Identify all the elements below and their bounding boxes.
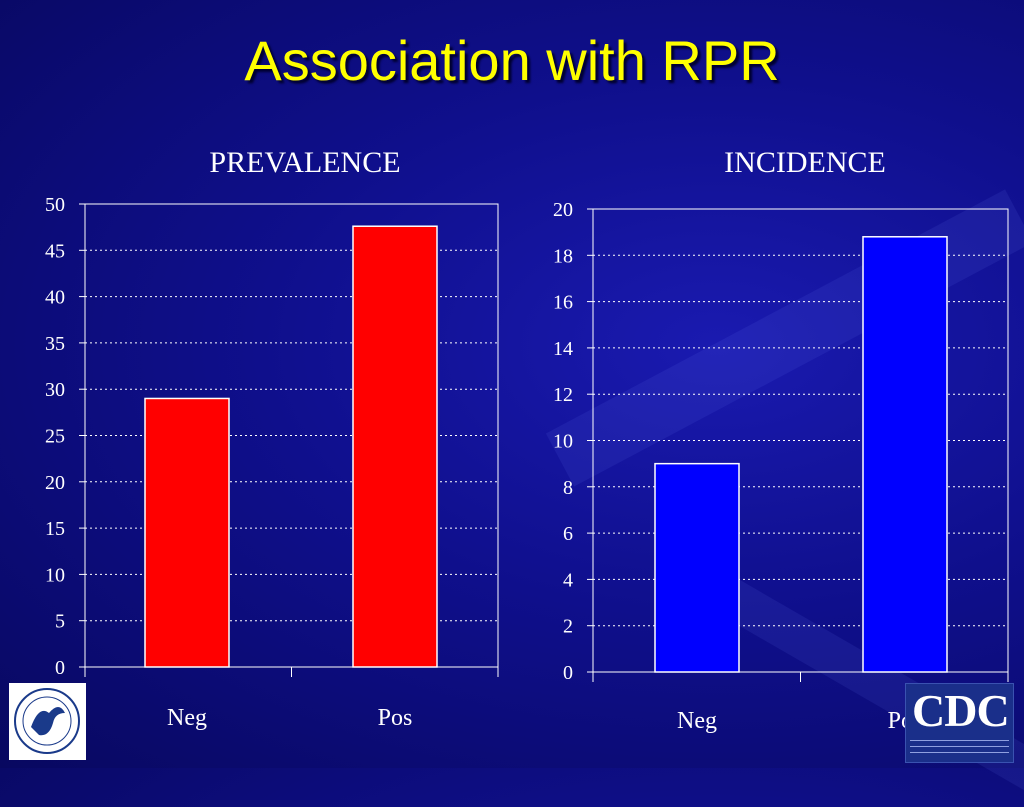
- incidence-y-tick-label: 20: [553, 199, 573, 221]
- incidence-y-tick-label: 16: [553, 292, 573, 314]
- prevalence-y-tick-label: 40: [45, 287, 65, 309]
- hhs-eagle-icon: [14, 688, 80, 754]
- prevalence-y-tick-label: 20: [45, 472, 65, 494]
- prevalence-category-label: Neg: [167, 705, 207, 731]
- prevalence-y-tick-label: 5: [55, 611, 65, 633]
- incidence-y-tick-label: 6: [563, 523, 573, 545]
- incidence-bar-pos: [862, 236, 948, 673]
- prevalence-y-tick-label: 10: [45, 564, 65, 586]
- cdc-logo: CDC: [905, 683, 1014, 763]
- prevalence-y-tick-label: 25: [45, 426, 65, 448]
- incidence-y-tick-label: 0: [563, 662, 573, 684]
- slide: Association with RPR PREVALENCE INCIDENC…: [9, 29, 1024, 807]
- prevalence-y-tick-label: 0: [55, 657, 65, 679]
- prevalence-y-tick-label: 45: [45, 240, 65, 262]
- cdc-logo-text: CDC: [912, 685, 1010, 736]
- prevalence-chart-title: PREVALENCE: [209, 146, 401, 179]
- cdc-logo-rule: [910, 752, 1009, 753]
- incidence-y-tick-label: 18: [553, 245, 573, 267]
- cdc-logo-rule: [910, 746, 1009, 747]
- slide-title: Association with RPR: [244, 29, 780, 92]
- prevalence-y-tick-label: 50: [45, 194, 65, 216]
- incidence-y-tick-label: 2: [563, 616, 573, 638]
- cdc-logo-rule: [910, 740, 1009, 741]
- bar-charts: 0 5 10 15 20 25 30 35 40 45 50 Neg Pos 0 2 4 6 8 10 12 14 16 1…: [45, 194, 948, 734]
- prevalence-bar-neg: [144, 397, 230, 668]
- incidence-y-tick-label: 8: [563, 477, 573, 499]
- incidence-y-tick-label: 14: [553, 338, 573, 360]
- incidence-bar-neg: [654, 462, 740, 673]
- incidence-y-tick-label: 10: [553, 431, 573, 453]
- prevalence-category-label: Pos: [378, 705, 413, 731]
- prevalence-y-tick-label: 30: [45, 379, 65, 401]
- incidence-category-label: Neg: [677, 708, 717, 734]
- hhs-seal-logo: [9, 683, 86, 760]
- incidence-y-tick-label: 4: [563, 569, 573, 591]
- incidence-chart-title: INCIDENCE: [724, 146, 886, 179]
- prevalence-bar-pos: [352, 225, 438, 668]
- prevalence-y-tick-label: 15: [45, 518, 65, 540]
- incidence-y-tick-label: 12: [553, 384, 573, 406]
- prevalence-y-tick-label: 35: [45, 333, 65, 355]
